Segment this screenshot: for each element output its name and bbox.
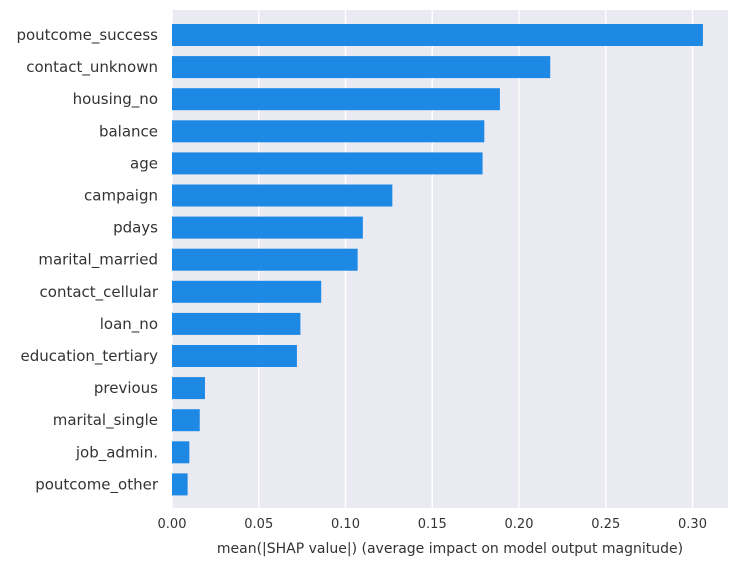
x-tick-label: 0.10 [331,517,360,532]
bar-loan-no [172,312,301,335]
category-label: housing_no [73,90,158,109]
x-tick-label: 0.05 [244,517,273,532]
x-tick-label: 0.30 [678,517,707,532]
category-labels: poutcome_success contact_unknown housing_n… [16,26,158,494]
category-label: job_admin. [75,443,158,462]
x-tick-label: 0.00 [158,517,187,532]
category-label: loan_no [100,315,158,334]
bar-poutcome-other [172,473,188,496]
x-tick-label: 0.15 [418,517,447,532]
bars [172,24,703,496]
category-label: balance [99,122,158,140]
x-tick-label: 0.20 [505,517,534,532]
category-label: contact_cellular [40,283,159,302]
category-label: poutcome_success [16,26,158,45]
bar-job-admin [172,441,190,464]
category-label: campaign [84,187,158,205]
bar-education-tertiary [172,345,297,367]
category-label: age [130,154,158,172]
bar-age [172,152,483,175]
bar-poutcome-success [172,24,703,46]
bar-contact-cellular [172,280,322,303]
x-axis-label: mean(|SHAP value|) (average impact on mo… [217,541,683,557]
category-label: marital_married [38,251,158,270]
bar-pdays [172,216,363,239]
category-label: contact_unknown [26,58,158,77]
category-label: pdays [113,219,158,237]
bar-housing-no [172,88,500,111]
bar-marital-married [172,248,358,271]
category-label: education_tertiary [21,347,159,366]
bar-balance [172,120,485,143]
category-label: marital_single [53,411,158,430]
category-label: previous [94,379,158,397]
bar-campaign [172,184,393,207]
bar-previous [172,377,205,400]
category-label: poutcome_other [35,475,159,494]
x-tick-labels: 0.00 0.05 0.10 0.15 0.20 0.25 0.30 [158,517,707,532]
bar-marital-single [172,409,200,432]
x-tick-label: 0.25 [591,517,620,532]
bar-contact-unknown [172,56,551,79]
